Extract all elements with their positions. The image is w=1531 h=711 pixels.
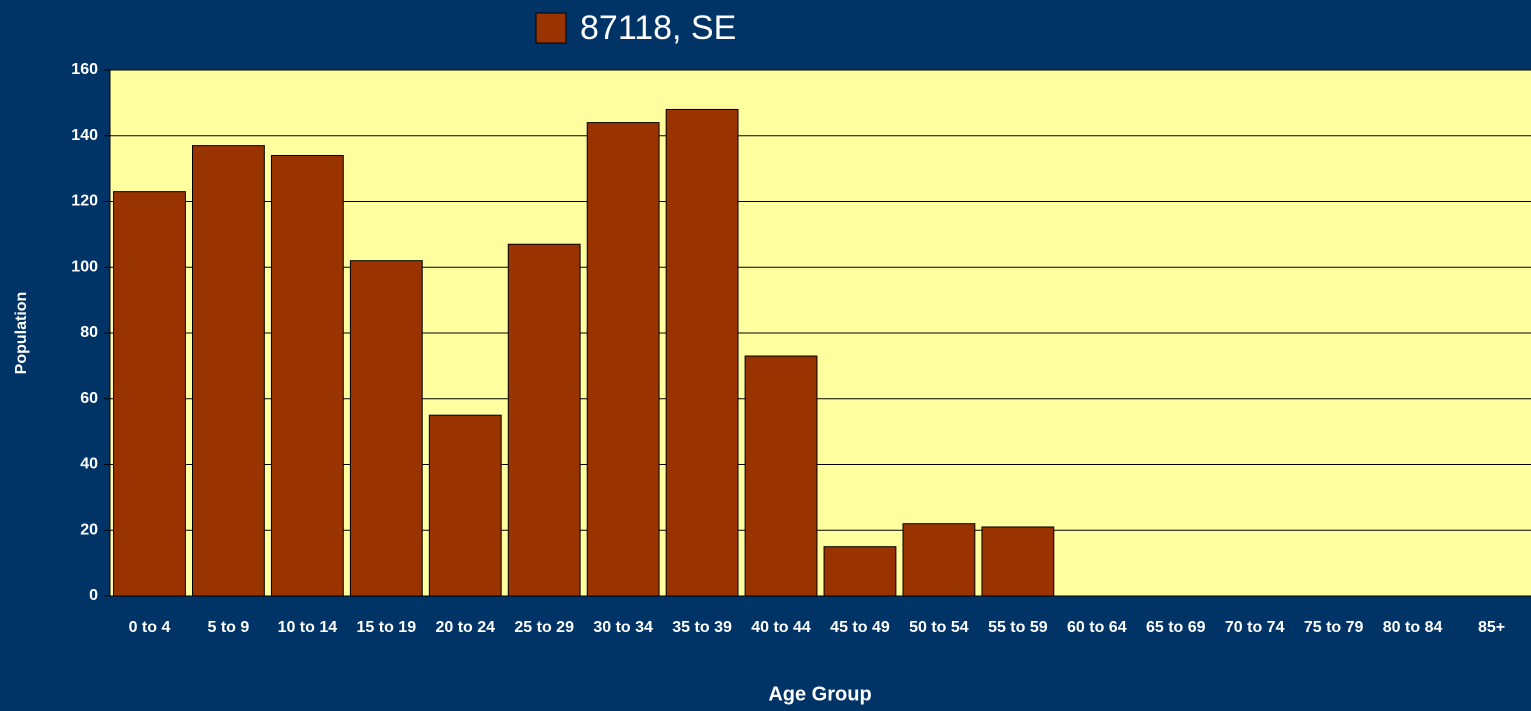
bar [113, 191, 186, 597]
bar [823, 546, 897, 597]
x-tick-label: 70 to 74 [1224, 619, 1285, 636]
bar [507, 243, 581, 597]
y-tick-label: 100 [71, 258, 98, 275]
x-tick-label: 80 to 84 [1382, 619, 1443, 636]
bar [902, 523, 976, 597]
bar [586, 122, 660, 597]
bar [665, 108, 739, 597]
legend-label: 87118, SE [580, 9, 736, 47]
bar [270, 154, 344, 597]
y-tick-label: 160 [71, 61, 98, 78]
y-tick-label: 60 [80, 390, 98, 407]
x-tick-label: 15 to 19 [356, 619, 417, 636]
x-tick-label: 5 to 9 [207, 619, 250, 636]
bar [191, 145, 265, 597]
bar [428, 414, 502, 597]
y-tick-label: 120 [71, 193, 98, 210]
x-tick-label: 55 to 59 [988, 619, 1048, 636]
x-tick-label: 30 to 34 [593, 619, 653, 636]
y-tick-label: 40 [80, 456, 98, 473]
x-tick-label: 65 to 69 [1145, 619, 1206, 636]
legend-swatch [535, 12, 567, 44]
x-tick-label: 60 to 64 [1067, 619, 1127, 636]
bar [981, 526, 1055, 597]
x-axis-label: Age Group [768, 683, 871, 705]
y-tick-label: 0 [89, 587, 98, 604]
x-tick-label: 0 to 4 [128, 619, 171, 636]
x-tick-label: 45 to 49 [830, 619, 890, 636]
y-axis-label: Population [13, 292, 30, 375]
x-tick-label: 40 to 44 [751, 619, 811, 636]
x-tick-label: 75 to 79 [1303, 619, 1364, 636]
x-tick-label: 50 to 54 [909, 619, 969, 636]
x-tick-label: 10 to 14 [277, 619, 338, 636]
x-tick-label: 20 to 24 [435, 619, 496, 636]
x-tick-label: 85+ [1477, 619, 1506, 636]
x-tick-label: 25 to 29 [514, 619, 574, 636]
y-tick-label: 20 [80, 521, 98, 538]
x-tick-label: 35 to 39 [672, 619, 732, 636]
y-tick-label: 140 [71, 127, 98, 144]
y-tick-label: 80 [80, 324, 98, 341]
bar [744, 355, 818, 597]
bar [349, 260, 423, 597]
